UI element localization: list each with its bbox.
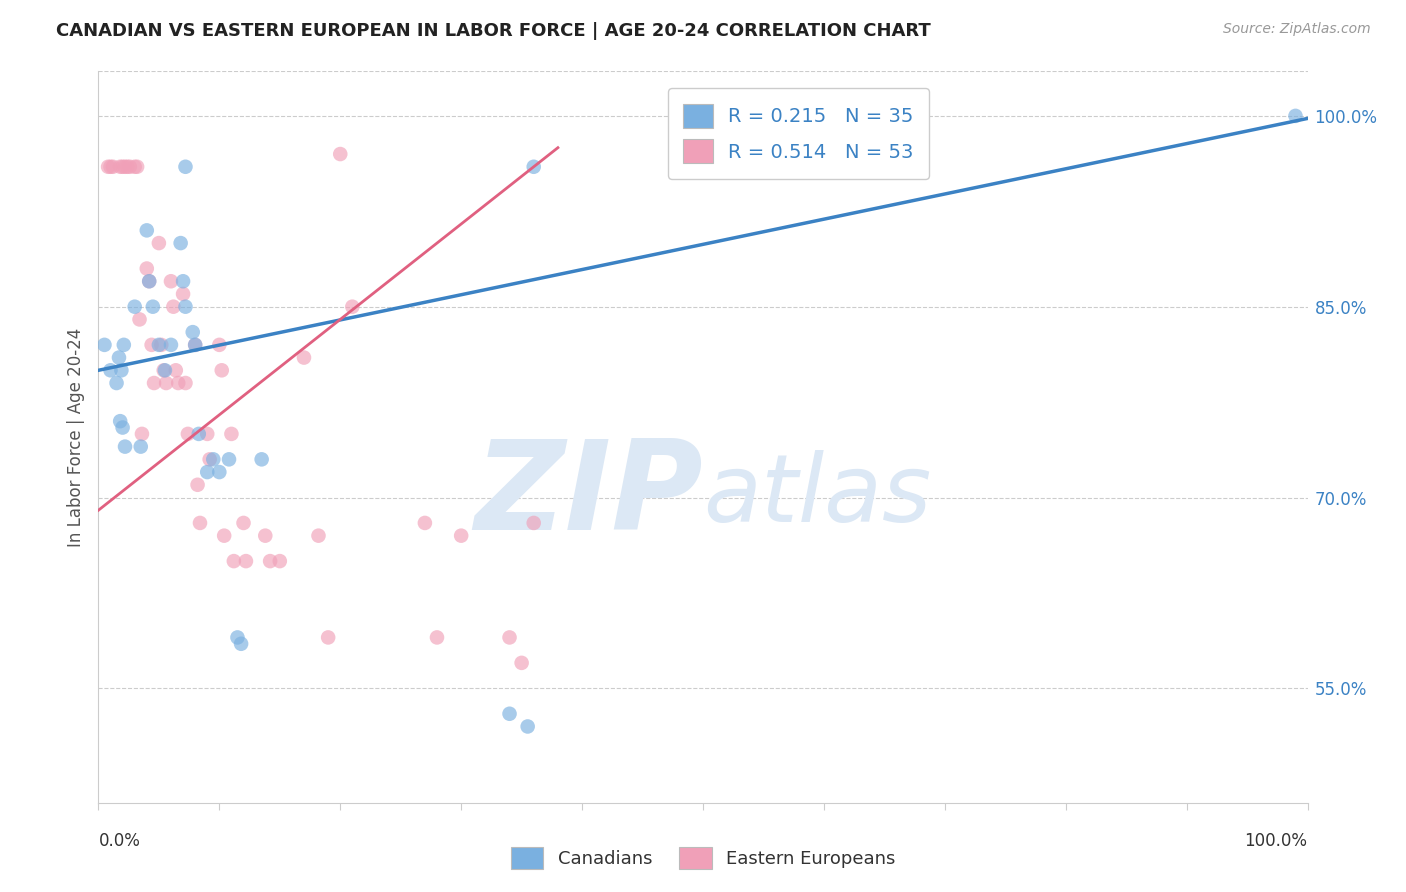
Point xyxy=(165,363,187,377)
Point xyxy=(128,312,150,326)
Point xyxy=(269,554,291,568)
Text: 100.0%: 100.0% xyxy=(1244,832,1308,850)
Point xyxy=(342,300,364,314)
Point xyxy=(413,516,436,530)
Text: Source: ZipAtlas.com: Source: ZipAtlas.com xyxy=(1223,22,1371,37)
Point xyxy=(129,440,152,454)
Point xyxy=(172,274,194,288)
Point xyxy=(162,300,184,314)
Point xyxy=(516,719,538,733)
Point xyxy=(141,338,163,352)
Point xyxy=(127,160,149,174)
Point xyxy=(142,300,165,314)
Point xyxy=(218,452,240,467)
Point xyxy=(101,160,124,174)
Point xyxy=(169,236,191,251)
Point xyxy=(198,452,221,467)
Point xyxy=(108,414,131,428)
Point xyxy=(523,160,546,174)
Point xyxy=(222,554,245,568)
Point xyxy=(498,706,520,721)
Point xyxy=(208,465,231,479)
Point xyxy=(498,631,520,645)
Point xyxy=(111,160,134,174)
Point xyxy=(105,376,128,390)
Text: ZIP: ZIP xyxy=(474,435,703,556)
Point xyxy=(174,300,197,314)
Point xyxy=(124,160,146,174)
Point xyxy=(174,376,197,390)
Point xyxy=(202,452,225,467)
Point xyxy=(195,465,218,479)
Point xyxy=(1284,109,1306,123)
Point xyxy=(160,274,183,288)
Point xyxy=(426,631,449,645)
Point xyxy=(138,274,160,288)
Point xyxy=(208,338,231,352)
Point xyxy=(112,338,135,352)
Point xyxy=(229,637,252,651)
Point xyxy=(110,363,132,377)
Point xyxy=(131,426,153,441)
Point xyxy=(114,160,136,174)
Point xyxy=(100,363,122,377)
Point xyxy=(167,376,190,390)
Point xyxy=(148,338,170,352)
Point xyxy=(118,160,141,174)
Point xyxy=(329,147,352,161)
Point xyxy=(316,631,339,645)
Point xyxy=(138,274,160,288)
Point xyxy=(153,363,176,377)
Point xyxy=(97,160,120,174)
Point xyxy=(135,261,157,276)
Point xyxy=(250,452,273,467)
Point xyxy=(155,376,177,390)
Point xyxy=(308,529,330,543)
Point xyxy=(148,236,170,251)
Point xyxy=(187,426,209,441)
Point xyxy=(292,351,315,365)
Point xyxy=(221,426,243,441)
Point xyxy=(232,516,254,530)
Point xyxy=(160,338,183,352)
Point xyxy=(108,351,131,365)
Point xyxy=(177,426,200,441)
Point xyxy=(259,554,281,568)
Point xyxy=(172,287,194,301)
Legend: R = 0.215   N = 35, R = 0.514   N = 53: R = 0.215 N = 35, R = 0.514 N = 53 xyxy=(668,88,929,178)
Point xyxy=(523,516,546,530)
Point xyxy=(226,631,249,645)
Point xyxy=(108,160,131,174)
Point xyxy=(212,529,235,543)
Point xyxy=(152,363,174,377)
Y-axis label: In Labor Force | Age 20-24: In Labor Force | Age 20-24 xyxy=(66,327,84,547)
Point xyxy=(195,426,218,441)
Point xyxy=(143,376,166,390)
Point xyxy=(510,656,533,670)
Point xyxy=(235,554,257,568)
Point xyxy=(187,477,209,491)
Point xyxy=(450,529,472,543)
Point xyxy=(181,325,204,339)
Point xyxy=(184,338,207,352)
Point xyxy=(150,338,173,352)
Legend: Canadians, Eastern Europeans: Canadians, Eastern Europeans xyxy=(502,838,904,879)
Point xyxy=(184,338,207,352)
Point xyxy=(117,160,139,174)
Point xyxy=(188,516,211,530)
Point xyxy=(135,223,157,237)
Text: CANADIAN VS EASTERN EUROPEAN IN LABOR FORCE | AGE 20-24 CORRELATION CHART: CANADIAN VS EASTERN EUROPEAN IN LABOR FO… xyxy=(56,22,931,40)
Point xyxy=(100,160,122,174)
Point xyxy=(93,338,115,352)
Point xyxy=(111,420,134,434)
Point xyxy=(124,300,146,314)
Point xyxy=(114,440,136,454)
Text: 0.0%: 0.0% xyxy=(98,832,141,850)
Point xyxy=(211,363,233,377)
Point xyxy=(254,529,277,543)
Point xyxy=(174,160,197,174)
Text: atlas: atlas xyxy=(703,450,931,541)
